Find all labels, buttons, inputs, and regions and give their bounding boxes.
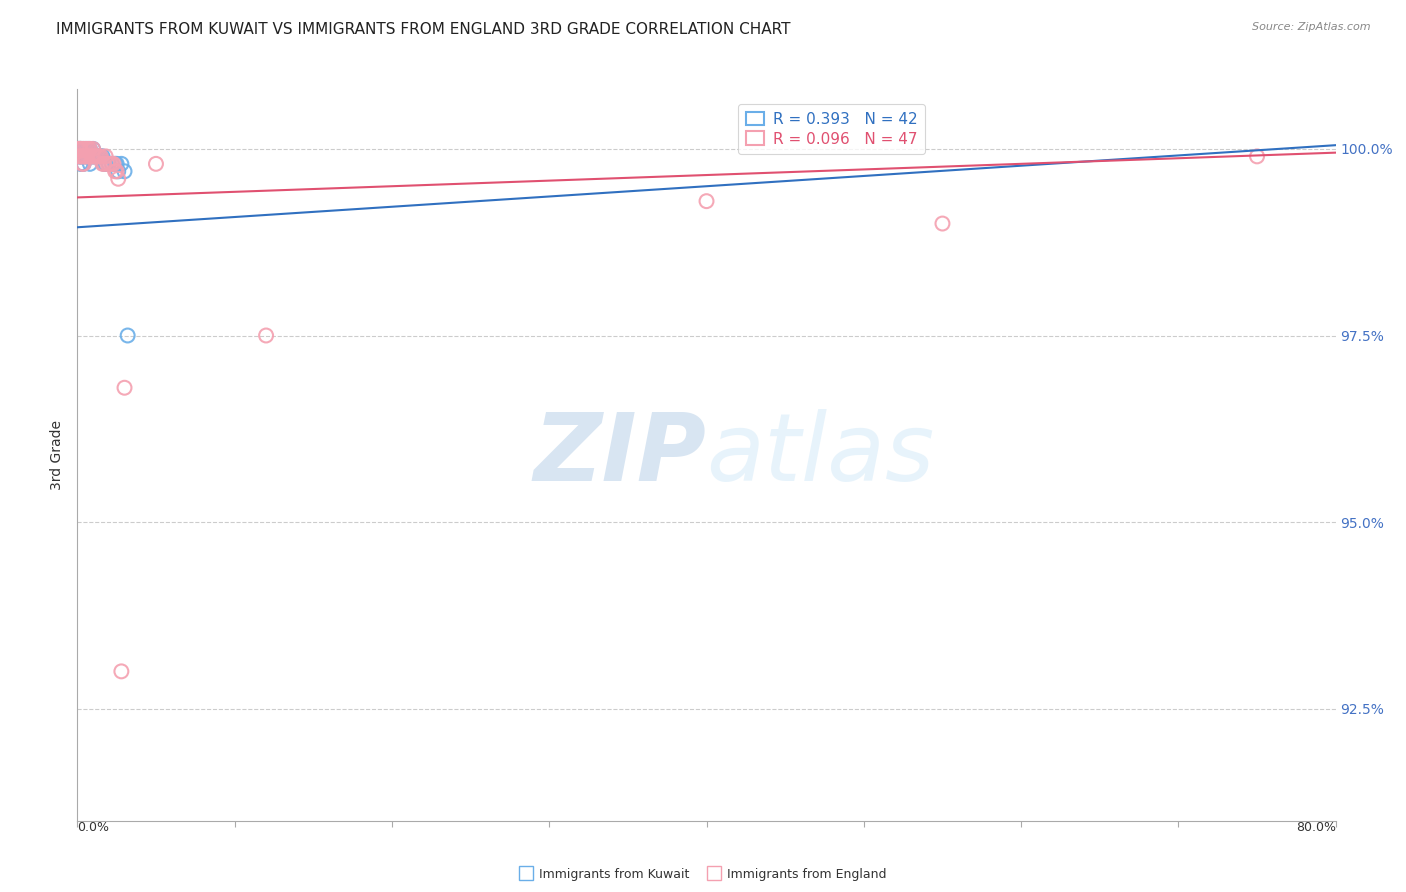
- Point: [84, 149, 107, 163]
- Point: [145, 157, 167, 171]
- Point: [83, 149, 105, 163]
- Point: [931, 217, 953, 231]
- Point: [75, 142, 97, 156]
- Point: [69, 149, 91, 163]
- Point: [67, 149, 90, 163]
- Point: [72, 142, 94, 156]
- Point: [114, 164, 136, 178]
- Point: [75, 149, 97, 163]
- Point: [90, 149, 112, 163]
- Text: IMMIGRANTS FROM KUWAIT VS IMMIGRANTS FROM ENGLAND 3RD GRADE CORRELATION CHART: IMMIGRANTS FROM KUWAIT VS IMMIGRANTS FRO…: [56, 22, 790, 37]
- Point: [94, 149, 117, 163]
- Point: [91, 149, 114, 163]
- Point: [70, 149, 93, 163]
- Point: [89, 149, 111, 163]
- Point: [70, 142, 93, 156]
- Point: [84, 149, 107, 163]
- Point: [97, 157, 120, 171]
- Point: [69, 142, 91, 156]
- Y-axis label: 3rd Grade: 3rd Grade: [51, 420, 65, 490]
- Point: [254, 328, 277, 343]
- Point: [93, 157, 115, 171]
- Point: [110, 665, 132, 679]
- Point: [72, 157, 94, 171]
- Point: [83, 149, 105, 163]
- Point: [117, 328, 139, 343]
- Point: [69, 142, 91, 156]
- Point: [105, 157, 128, 171]
- Point: [76, 149, 98, 163]
- Point: [82, 142, 104, 156]
- Text: 0.0%: 0.0%: [77, 821, 110, 834]
- Point: [67, 142, 90, 156]
- Point: [91, 157, 114, 171]
- Point: [70, 157, 93, 171]
- Point: [87, 149, 110, 163]
- Point: [70, 142, 93, 156]
- Text: Source: ZipAtlas.com: Source: ZipAtlas.com: [1253, 22, 1371, 32]
- Point: [107, 164, 129, 178]
- Point: [67, 142, 90, 156]
- Text: atlas: atlas: [707, 409, 935, 500]
- Point: [79, 157, 101, 171]
- Point: [94, 157, 117, 171]
- Point: [72, 149, 94, 163]
- Point: [114, 381, 136, 395]
- Point: [98, 157, 121, 171]
- Point: [69, 142, 91, 156]
- Point: [79, 142, 101, 156]
- Point: [72, 142, 94, 156]
- Point: [67, 142, 90, 156]
- Point: [101, 157, 124, 171]
- Point: [69, 149, 91, 163]
- Point: [70, 157, 93, 171]
- Text: ZIP: ZIP: [534, 409, 707, 501]
- Point: [79, 142, 101, 156]
- Point: [69, 157, 91, 171]
- Point: [67, 142, 90, 156]
- Point: [104, 157, 127, 171]
- Point: [76, 149, 98, 163]
- Point: [97, 157, 120, 171]
- Point: [110, 157, 132, 171]
- Point: [77, 142, 100, 156]
- Point: [82, 149, 104, 163]
- Point: [107, 171, 129, 186]
- Point: [80, 149, 103, 163]
- Point: [90, 149, 112, 163]
- Point: [76, 142, 98, 156]
- Point: [104, 164, 127, 178]
- Point: [77, 142, 100, 156]
- Point: [89, 149, 111, 163]
- Point: [87, 149, 110, 163]
- Point: [77, 149, 100, 163]
- Point: [101, 157, 124, 171]
- Point: [82, 142, 104, 156]
- Point: [93, 157, 115, 171]
- Point: [66, 142, 89, 156]
- Point: [76, 142, 98, 156]
- Point: [77, 149, 100, 163]
- Point: [69, 142, 91, 156]
- Point: [67, 149, 90, 163]
- Point: [66, 142, 89, 156]
- Point: [75, 149, 97, 163]
- Point: [72, 149, 94, 163]
- Point: [105, 164, 128, 178]
- Point: [80, 149, 103, 163]
- Legend: Immigrants from Kuwait, Immigrants from England: Immigrants from Kuwait, Immigrants from …: [515, 863, 891, 886]
- Legend: R = 0.393   N = 42, R = 0.096   N = 47: R = 0.393 N = 42, R = 0.096 N = 47: [738, 104, 925, 154]
- Point: [70, 149, 93, 163]
- Text: 80.0%: 80.0%: [1296, 821, 1336, 834]
- Point: [103, 157, 125, 171]
- Point: [69, 149, 91, 163]
- Point: [72, 157, 94, 171]
- Point: [79, 149, 101, 163]
- Point: [82, 149, 104, 163]
- Point: [75, 142, 97, 156]
- Point: [96, 157, 118, 171]
- Point: [1246, 149, 1268, 163]
- Point: [696, 194, 718, 209]
